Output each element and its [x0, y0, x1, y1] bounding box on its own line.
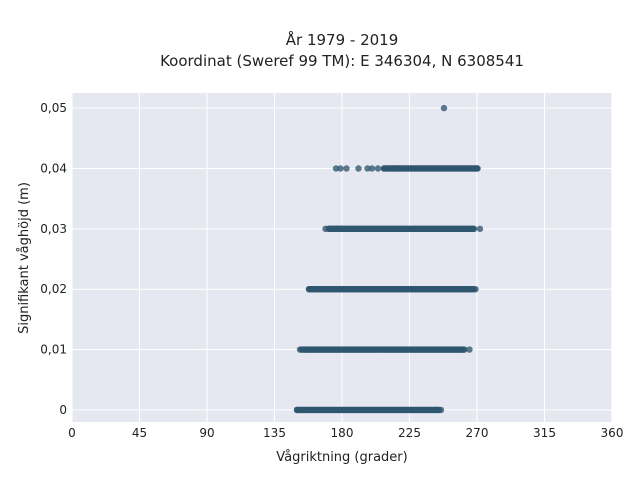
x-tick-label: 90 — [199, 426, 214, 440]
x-tick-label: 225 — [398, 426, 421, 440]
data-point — [326, 225, 334, 233]
x-tick-label: 360 — [601, 426, 624, 440]
data-point — [464, 285, 472, 293]
y-tick-label: 0,02 — [40, 282, 67, 296]
data-point — [332, 165, 340, 172]
data-point — [304, 346, 311, 353]
data-point — [337, 165, 344, 172]
x-tick-label: 0 — [68, 426, 76, 440]
data-point — [374, 165, 382, 172]
y-tick-label: 0,01 — [40, 343, 67, 357]
data-point — [364, 165, 371, 172]
x-axis-title: Vågriktning (grader) — [276, 450, 407, 465]
chart-subtitle: Koordinat (Sweref 99 TM): E 346304, N 63… — [160, 52, 524, 70]
y-axis-title: Signifikant våghöjd (m) — [17, 182, 32, 334]
data-point — [433, 406, 440, 414]
data-point — [476, 225, 484, 233]
data-point — [310, 285, 317, 293]
data-point — [332, 225, 340, 233]
x-tick-label: 270 — [466, 426, 489, 440]
y-tick-label: 0,03 — [40, 222, 67, 236]
y-tick-label: 0,04 — [40, 161, 67, 175]
data-point — [296, 346, 304, 353]
data-points — [293, 104, 484, 414]
data-point — [380, 165, 388, 172]
data-point — [355, 165, 362, 172]
x-tick-label: 45 — [132, 426, 147, 440]
data-point — [389, 165, 397, 172]
data-point — [473, 165, 481, 172]
data-point — [394, 165, 401, 172]
data-point — [472, 285, 479, 293]
data-point — [466, 346, 473, 353]
y-axis-ticks: 0 0,01 0,02 0,03 0,04 0,05 — [40, 101, 67, 417]
data-point — [368, 165, 376, 172]
data-point — [457, 346, 464, 353]
data-point — [305, 285, 313, 293]
chart-title: År 1979 - 2019 — [286, 30, 399, 49]
data-point — [322, 225, 329, 233]
data-point — [470, 225, 478, 233]
x-tick-label: 180 — [331, 426, 354, 440]
y-tick-label: 0 — [59, 403, 67, 417]
x-tick-label: 135 — [263, 426, 286, 440]
x-tick-label: 315 — [533, 426, 556, 440]
data-point — [437, 406, 445, 414]
data-point — [338, 225, 346, 233]
y-tick-label: 0,05 — [40, 101, 67, 115]
data-point — [440, 104, 448, 112]
data-point — [343, 165, 350, 172]
data-point — [296, 406, 304, 414]
x-axis-ticks: 0 45 90 135 180 225 270 315 360 — [68, 426, 623, 440]
